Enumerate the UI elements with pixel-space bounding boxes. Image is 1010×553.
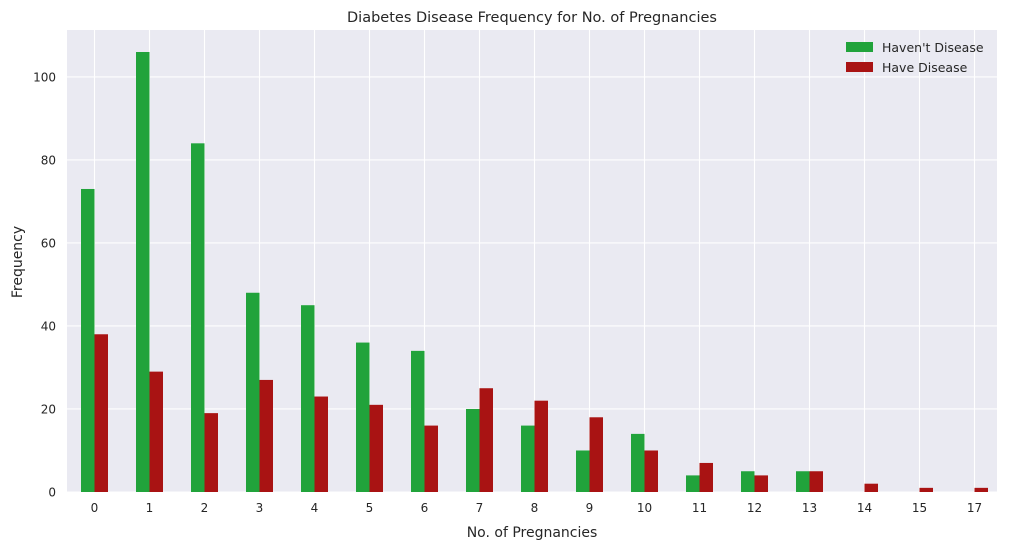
bar-have-disease-10 — [644, 450, 658, 492]
x-tick-label: 11 — [692, 501, 707, 515]
y-tick-label: 60 — [41, 236, 56, 250]
x-tick-labels: 0 1 2 3 4 5 6 7 8 9 10 11 12 13 14 15 17 — [91, 501, 982, 515]
bar-havent-disease-9 — [576, 450, 590, 492]
bar-havent-disease-8 — [521, 425, 535, 492]
bar-have-disease-1 — [149, 371, 163, 492]
bar-have-disease-13 — [809, 471, 823, 492]
bar-have-disease-14 — [864, 483, 878, 492]
chart-title: Diabetes Disease Frequency for No. of Pr… — [347, 10, 717, 26]
bar-havent-disease-3 — [246, 292, 260, 492]
x-tick-label: 2 — [201, 501, 209, 515]
x-tick-label: 10 — [637, 501, 652, 515]
x-tick-label: 8 — [531, 501, 539, 515]
legend-label-havent-disease: Haven't Disease — [882, 40, 984, 55]
bar-have-disease-6 — [424, 425, 438, 492]
bar-have-disease-3 — [259, 379, 273, 492]
x-tick-label: 0 — [91, 501, 99, 515]
bar-havent-disease-1 — [136, 52, 150, 492]
x-tick-label: 12 — [747, 501, 762, 515]
bar-have-disease-5 — [369, 404, 383, 492]
y-axis-label: Frequency — [10, 226, 26, 298]
bar-havent-disease-0 — [81, 188, 95, 492]
bar-have-disease-11 — [699, 462, 713, 492]
bar-have-disease-17 — [974, 487, 988, 492]
bar-havent-disease-4 — [301, 305, 315, 492]
y-tick-label: 0 — [48, 486, 56, 500]
x-tick-label: 13 — [802, 501, 817, 515]
bars — [81, 52, 988, 493]
bar-have-disease-2 — [204, 413, 218, 492]
bar-havent-disease-13 — [796, 471, 810, 492]
x-tick-label: 3 — [256, 501, 264, 515]
bar-havent-disease-6 — [411, 350, 425, 492]
x-tick-label: 4 — [311, 501, 319, 515]
y-tick-label: 20 — [41, 402, 56, 416]
bar-havent-disease-12 — [741, 471, 755, 492]
bar-have-disease-15 — [919, 487, 933, 492]
x-tick-label: 6 — [421, 501, 429, 515]
y-tick-label: 40 — [41, 319, 56, 333]
bar-have-disease-12 — [754, 475, 768, 492]
bar-havent-disease-2 — [191, 143, 205, 493]
x-tick-label: 7 — [476, 501, 484, 515]
bar-havent-disease-7 — [466, 408, 480, 492]
y-tick-label: 100 — [33, 70, 56, 84]
x-axis-label: No. of Pregnancies — [467, 525, 598, 541]
legend: Haven't Disease Have Disease — [846, 40, 984, 75]
y-tick-label: 80 — [41, 153, 56, 167]
x-tick-label: 5 — [366, 501, 374, 515]
bar-havent-disease-10 — [631, 433, 645, 492]
bar-havent-disease-11 — [686, 475, 700, 492]
plot-background — [67, 30, 997, 492]
x-tick-label: 9 — [586, 501, 594, 515]
bar-have-disease-9 — [589, 417, 603, 492]
x-tick-label: 17 — [967, 501, 982, 515]
x-tick-label: 14 — [857, 501, 872, 515]
x-tick-label: 1 — [146, 501, 154, 515]
x-tick-label: 15 — [912, 501, 927, 515]
bar-have-disease-7 — [479, 388, 493, 492]
legend-swatch-havent-disease — [846, 42, 873, 52]
bar-havent-disease-5 — [356, 342, 370, 492]
bar-have-disease-8 — [534, 400, 548, 492]
bar-have-disease-4 — [314, 396, 328, 492]
bar-have-disease-0 — [94, 334, 108, 492]
legend-label-have-disease: Have Disease — [882, 60, 968, 75]
y-tick-labels: 0 20 40 60 80 100 — [33, 70, 56, 499]
legend-swatch-have-disease — [846, 62, 873, 72]
